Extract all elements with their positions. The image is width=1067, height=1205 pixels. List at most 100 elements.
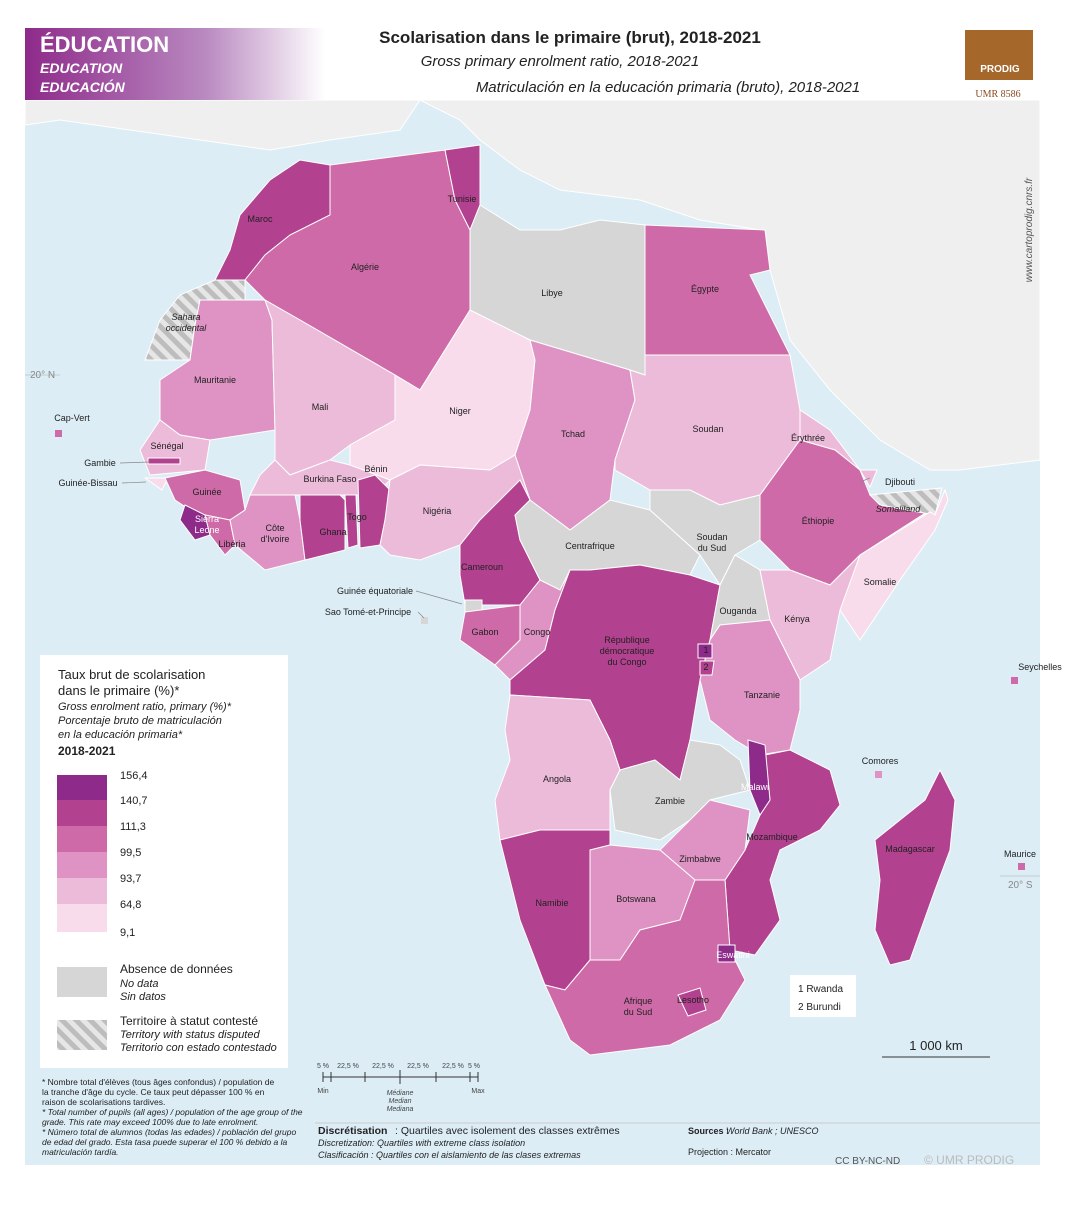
label: 9,1 xyxy=(120,927,135,939)
country xyxy=(609,739,751,841)
label: Gross primary enrolment ratio, 2018-2021 xyxy=(421,53,699,70)
country xyxy=(747,739,771,817)
label: © UMR PRODIG xyxy=(924,1153,1014,1167)
label: 2 Burundi xyxy=(798,1002,841,1013)
label: de edad del grado. Esta tasa puede super… xyxy=(42,1137,288,1147)
country xyxy=(717,944,736,963)
label: : Quartiles avec isolement des classes e… xyxy=(395,1125,620,1137)
label: Mauritanie xyxy=(194,375,236,385)
label: la tranche d'âge du cycle. Ce taux peut … xyxy=(42,1087,265,1097)
countries xyxy=(55,144,1025,1056)
label: Tanzanie xyxy=(744,690,780,700)
label: Seychelles xyxy=(1018,662,1062,672)
label: Maroc xyxy=(247,214,273,224)
label: World Bank ; UNESCO xyxy=(726,1126,819,1136)
label: 140,7 xyxy=(120,795,148,807)
label: Soudan xyxy=(696,532,727,542)
label: Kénya xyxy=(784,614,810,624)
label: Projection : Mercator xyxy=(688,1147,771,1157)
label: Érythrée xyxy=(791,433,825,443)
label: Djibouti xyxy=(885,477,915,487)
country xyxy=(874,768,956,966)
label: Médiane xyxy=(387,1090,414,1097)
island xyxy=(1011,677,1018,684)
label: Somaliland xyxy=(876,504,922,514)
country xyxy=(147,457,181,465)
island xyxy=(1018,863,1025,870)
label: dans le primaire (%)* xyxy=(58,683,179,698)
label: 5 % xyxy=(317,1063,329,1070)
country xyxy=(839,488,949,641)
label: Libéria xyxy=(218,539,245,549)
label: 2 xyxy=(703,662,708,672)
label: 1 Rwanda xyxy=(798,984,843,995)
label: Cameroun xyxy=(461,562,503,572)
label: EDUCACIÓN xyxy=(40,78,126,95)
label: 1 000 km xyxy=(909,1038,962,1053)
label: Territorio con estado contestado xyxy=(120,1042,277,1054)
label: Mozambique xyxy=(746,832,798,842)
theme-band xyxy=(25,28,325,100)
country xyxy=(179,504,211,541)
label: Malawi xyxy=(741,782,769,792)
label: CC BY-NC-ND xyxy=(835,1156,900,1167)
label: 22,5 % xyxy=(337,1063,359,1070)
country xyxy=(724,749,841,956)
label: Éthiopie xyxy=(802,516,835,526)
label: 99,5 xyxy=(120,847,141,859)
label: Gambie xyxy=(84,458,116,468)
legend-swatch xyxy=(57,826,107,852)
legend-swatch xyxy=(57,878,107,904)
label: 5 % xyxy=(468,1063,480,1070)
label: Cap-Vert xyxy=(54,413,90,423)
label: 93,7 xyxy=(120,873,141,885)
label: Taux brut de scolarisation xyxy=(58,667,205,682)
label: Burkina Faso xyxy=(303,474,356,484)
label: République xyxy=(604,635,650,645)
label: Matriculación en la educación primaria (… xyxy=(476,79,860,96)
label: Gross enrolment ratio, primary (%)* xyxy=(58,701,232,713)
label: du Sud xyxy=(624,1007,653,1017)
label: www.cartoprodig.cnrs.fr xyxy=(1024,177,1035,282)
country xyxy=(677,987,707,1017)
island xyxy=(421,617,428,624)
label: PRODIG xyxy=(980,64,1020,75)
label: * Total number of pupils (all ages) / po… xyxy=(42,1107,303,1117)
label: Sahara xyxy=(171,312,200,322)
label: Leone xyxy=(194,525,219,535)
label: Afrique xyxy=(624,996,653,1006)
label: 22,5 % xyxy=(372,1063,394,1070)
country xyxy=(204,514,236,556)
label: occidental xyxy=(166,323,208,333)
country xyxy=(699,660,715,676)
label: Sin datos xyxy=(120,991,166,1003)
inset-box xyxy=(790,975,856,1017)
legend-swatch xyxy=(57,775,107,800)
label: d'Ivoire xyxy=(261,534,290,544)
label: Guinée équatoriale xyxy=(337,586,413,596)
label: Ouganda xyxy=(719,606,756,616)
label: Ghana xyxy=(319,527,346,537)
label: Sénégal xyxy=(150,441,183,451)
legend-no-data xyxy=(57,967,107,997)
label: ÉDUCATION xyxy=(40,32,169,57)
label: Algérie xyxy=(351,262,379,272)
label: en la educación primaria* xyxy=(58,729,183,741)
label: grade. This rate may exceed 100% due to … xyxy=(42,1117,258,1127)
country xyxy=(299,494,346,561)
island xyxy=(55,430,62,437)
label: Sources : xyxy=(688,1126,729,1136)
label: Median xyxy=(389,1098,412,1105)
country xyxy=(344,494,359,549)
label: du Sud xyxy=(698,543,727,553)
label: Congo xyxy=(524,627,551,637)
label: Min xyxy=(317,1088,328,1095)
label: 20° N xyxy=(30,370,55,381)
label: Togo xyxy=(347,512,367,522)
label: Maurice xyxy=(1004,849,1036,859)
label: raison de scolarisations tardives. xyxy=(42,1097,165,1107)
label: 20° S xyxy=(1008,880,1033,891)
label: Territory with status disputed xyxy=(120,1029,260,1041)
label: * Nombre total d'élèves (tous âges confo… xyxy=(42,1077,274,1087)
